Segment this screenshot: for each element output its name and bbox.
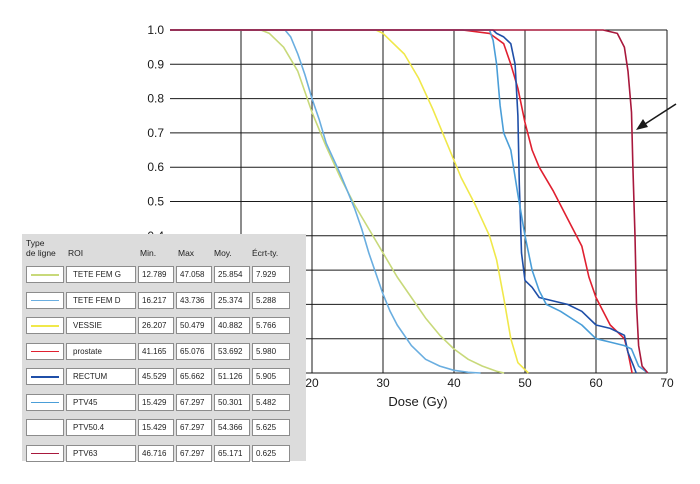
annotation-arrow	[636, 103, 677, 130]
mean-cell: 50.301	[214, 393, 250, 411]
series-group	[170, 29, 649, 374]
std-cell: 5.905	[252, 368, 290, 386]
std-cell: 5.625	[252, 419, 290, 437]
line-type-swatch	[26, 266, 64, 284]
roi-cell: PTV50.4	[66, 419, 136, 437]
line-sample	[31, 427, 59, 429]
header-max: Max	[178, 248, 195, 258]
table-row: PTV45 15.429 67.297 50.301 5.482	[26, 390, 302, 416]
min-cell: 12.789	[138, 266, 174, 284]
max-cell: 47.058	[176, 266, 212, 284]
y-tick-label: 1.0	[147, 23, 164, 37]
y-tick-label: 0.8	[147, 92, 164, 106]
line-type-swatch	[26, 342, 64, 360]
y-tick-label: 0.6	[147, 160, 164, 174]
table-row: prostate 41.165 65.076 53.692 5.980	[26, 339, 302, 365]
y-axis-ticks: 0.40.50.60.70.80.91.0	[147, 23, 164, 243]
series-line-tete-fem-d	[170, 29, 481, 374]
x-tick-label: 70	[660, 376, 674, 390]
x-tick-label: 20	[305, 376, 319, 390]
line-type-swatch	[26, 393, 64, 411]
table-header: Type de ligne ROI Min. Max Moy. Écrt-ty.	[26, 236, 302, 262]
max-cell: 65.076	[176, 342, 212, 360]
roi-cell: TETE FEM D	[66, 291, 136, 309]
series-line-tete-fem-g	[170, 29, 505, 374]
table-row: TETE FEM G 12.789 47.058 25.854 7.929	[26, 262, 302, 288]
mean-cell: 25.374	[214, 291, 250, 309]
y-tick-label: 0.9	[147, 57, 164, 71]
table-row: VESSIE 26.207 50.479 40.882 5.766	[26, 313, 302, 339]
roi-cell: PTV63	[66, 444, 136, 462]
mean-cell: 65.171	[214, 444, 250, 462]
line-sample	[31, 452, 59, 455]
table-row: TETE FEM D 16.217 43.736 25.374 5.288	[26, 288, 302, 314]
series-line-ptv45	[170, 29, 649, 374]
header-roi: ROI	[68, 248, 84, 258]
line-type-swatch	[26, 444, 64, 462]
line-type-swatch	[26, 317, 64, 335]
std-cell: 5.288	[252, 291, 290, 309]
min-cell: 15.429	[138, 393, 174, 411]
x-tick-label: 60	[589, 376, 603, 390]
max-cell: 67.297	[176, 444, 212, 462]
max-cell: 65.662	[176, 368, 212, 386]
series-line-rectum	[170, 29, 637, 374]
max-cell: 67.297	[176, 419, 212, 437]
x-tick-label: 40	[447, 376, 461, 390]
max-cell: 43.736	[176, 291, 212, 309]
line-type-swatch	[26, 291, 64, 309]
line-sample	[31, 401, 59, 404]
table-row: PTV63 46.716 67.297 65.171 0.625	[26, 441, 302, 467]
std-cell: 5.766	[252, 317, 290, 335]
mean-cell: 51.126	[214, 368, 250, 386]
max-cell: 67.297	[176, 393, 212, 411]
min-cell: 15.429	[138, 419, 174, 437]
line-sample	[31, 299, 59, 302]
line-sample	[31, 274, 59, 276]
y-tick-label: 0.5	[147, 195, 164, 209]
mean-cell: 40.882	[214, 317, 250, 335]
series-line-vessie	[170, 29, 529, 374]
std-cell: 5.482	[252, 393, 290, 411]
table-body: TETE FEM G 12.789 47.058 25.854 7.929 TETE FE…	[26, 262, 302, 466]
x-axis-label: Dose (Gy)	[388, 394, 447, 409]
line-sample	[31, 350, 59, 353]
line-type-swatch	[26, 368, 64, 386]
header-line-type: Type de ligne	[26, 238, 56, 258]
x-axis-ticks: 20 30 40 50 60 70	[305, 376, 674, 390]
std-cell: 0.625	[252, 444, 290, 462]
header-min: Min.	[140, 248, 157, 258]
table-row: PTV50.4 15.429 67.297 54.366 5.625	[26, 415, 302, 441]
std-cell: 5.980	[252, 342, 290, 360]
header-std: Écrt-ty.	[252, 248, 279, 258]
mean-cell: 25.854	[214, 266, 250, 284]
max-cell: 50.479	[176, 317, 212, 335]
min-cell: 45.529	[138, 368, 174, 386]
table-row: RECTUM 45.529 65.662 51.126 5.905	[26, 364, 302, 390]
statistics-table: Type de ligne ROI Min. Max Moy. Écrt-ty.…	[22, 234, 306, 462]
min-cell: 41.165	[138, 342, 174, 360]
line-sample	[31, 325, 59, 327]
std-cell: 7.929	[252, 266, 290, 284]
roi-cell: VESSIE	[66, 317, 136, 335]
min-cell: 46.716	[138, 444, 174, 462]
roi-cell: RECTUM	[66, 368, 136, 386]
min-cell: 26.207	[138, 317, 174, 335]
mean-cell: 53.692	[214, 342, 250, 360]
roi-cell: TETE FEM G	[66, 266, 136, 284]
x-tick-label: 50	[518, 376, 532, 390]
mean-cell: 54.366	[214, 419, 250, 437]
header-mean: Moy.	[214, 248, 232, 258]
x-tick-label: 30	[376, 376, 390, 390]
series-line-ptv63	[170, 29, 649, 374]
y-tick-label: 0.7	[147, 126, 164, 140]
roi-cell: PTV45	[66, 393, 136, 411]
min-cell: 16.217	[138, 291, 174, 309]
line-type-swatch	[26, 419, 64, 437]
line-sample	[31, 376, 59, 378]
roi-cell: prostate	[66, 342, 136, 360]
